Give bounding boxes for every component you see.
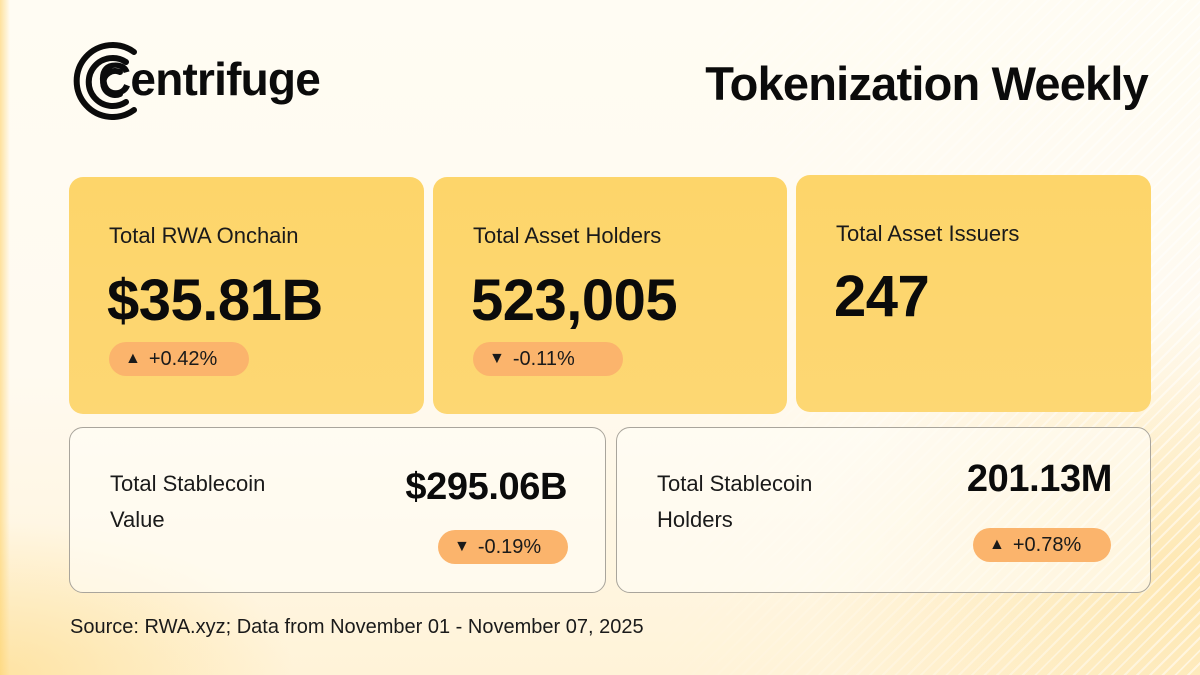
- change-badge-up: ▲ +0.78%: [973, 528, 1111, 562]
- stat-label: Total Asset Holders: [473, 223, 662, 248]
- page-title: Tokenization Weekly: [705, 57, 1149, 110]
- brand-logo: Centrifuge: [68, 40, 321, 120]
- stat-card-stablecoin-value: Total Stablecoin Value $295.06B ▼ -0.19%: [69, 427, 606, 593]
- arrow-up-icon: ▲: [989, 536, 1005, 553]
- stat-card-rwa-onchain: Total RWA Onchain $35.81B ▲ +0.42%: [69, 177, 424, 414]
- stat-label: Total Stablecoin Value: [110, 471, 266, 532]
- stat-card-stablecoin-holders: Total Stablecoin Holders 201.13M ▲ +0.78…: [616, 427, 1151, 593]
- change-badge-up: ▲ +0.42%: [109, 342, 249, 376]
- change-value: +0.42%: [148, 347, 218, 370]
- stat-value: 201.13M: [966, 458, 1112, 500]
- stat-card-asset-issuers: Total Asset Issuers 247: [796, 175, 1151, 412]
- stat-card-asset-holders: Total Asset Holders 523,005 ▼ -0.11%: [433, 177, 787, 414]
- stat-label: Total RWA Onchain: [109, 223, 299, 248]
- arrow-up-icon: ▲: [125, 350, 141, 367]
- change-badge-down: ▼ -0.19%: [438, 530, 568, 564]
- centrifuge-arcs-icon: [73, 42, 137, 120]
- change-badge-down: ▼ -0.11%: [473, 342, 623, 376]
- stat-label: Total Stablecoin Holders: [657, 471, 813, 532]
- stat-value: $35.81B: [107, 268, 323, 333]
- stat-value: 523,005: [471, 268, 678, 333]
- stat-value: $295.06B: [405, 466, 567, 508]
- stat-label: Total Asset Issuers: [836, 221, 1020, 246]
- change-value: -0.19%: [477, 535, 542, 558]
- arrow-down-icon: ▼: [454, 538, 470, 555]
- background-edge-glow: [0, 0, 10, 675]
- change-value: +0.78%: [1012, 533, 1082, 556]
- stat-value: 247: [834, 264, 930, 329]
- source-note: Source: RWA.xyz; Data from November 01 -…: [70, 616, 644, 638]
- arrow-down-icon: ▼: [489, 350, 505, 367]
- change-value: -0.11%: [512, 347, 575, 370]
- brand-name: Centrifuge: [98, 53, 321, 105]
